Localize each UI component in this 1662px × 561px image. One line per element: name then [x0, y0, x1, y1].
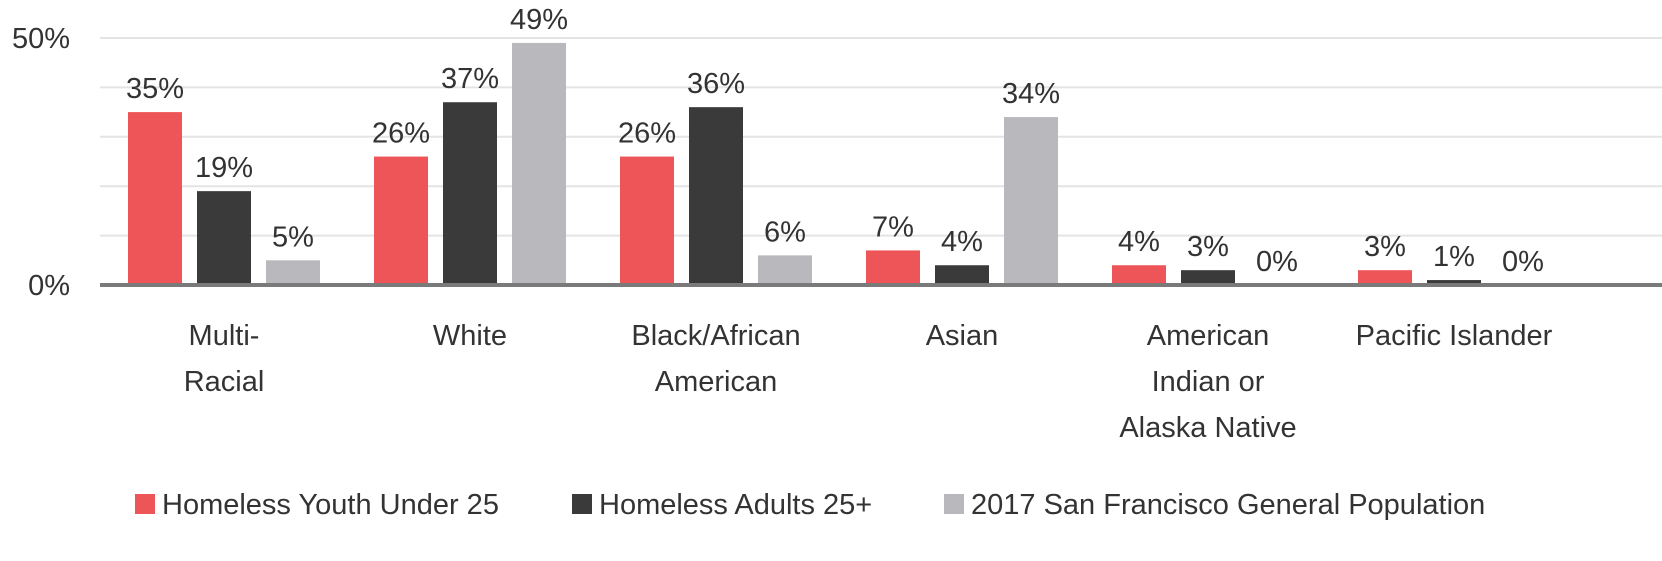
legend-swatch [135, 494, 155, 514]
axes: 50% 0% [12, 23, 1662, 302]
bar [935, 265, 989, 285]
legend-swatch [944, 494, 964, 514]
bar [197, 191, 251, 285]
category-label: White [433, 320, 507, 352]
category-labels: Multi- Racial White Black/African American As… [184, 320, 1553, 444]
data-label: 35% [126, 73, 184, 105]
legend-swatch [572, 494, 592, 514]
category-label: American [655, 366, 778, 398]
category-label: Asian [926, 320, 999, 352]
data-label: 19% [195, 152, 253, 184]
data-label: 6% [764, 216, 806, 248]
legend-label: 2017 San Francisco General Population [971, 489, 1485, 521]
category-label: Alaska Native [1119, 412, 1296, 444]
bar [866, 250, 920, 285]
y-tick-label: 50% [12, 23, 70, 55]
data-label: 0% [1256, 246, 1298, 278]
category-label: Multi- [189, 320, 260, 352]
bar [374, 157, 428, 285]
data-label: 1% [1433, 241, 1475, 273]
legend-label: Homeless Youth Under 25 [162, 489, 499, 521]
data-label: 49% [510, 4, 568, 36]
bar [443, 102, 497, 285]
data-labels: 35% 26% 26% 7% 4% 3% 19% 37% 36% 4% 3% 1% 5% 49% 6% 34%… [126, 4, 1544, 278]
bar [512, 43, 566, 285]
category-label: Pacific Islander [1356, 320, 1553, 352]
data-label: 3% [1364, 231, 1406, 263]
data-label: 36% [687, 68, 745, 100]
bar [1181, 270, 1235, 285]
data-label: 5% [272, 221, 314, 253]
data-label: 4% [941, 226, 983, 258]
bar [620, 157, 674, 285]
legend: Homeless Youth Under 25 Homeless Adults 2… [135, 489, 1485, 521]
bar [1358, 270, 1412, 285]
data-label: 4% [1118, 226, 1160, 258]
bar [266, 260, 320, 285]
data-label: 7% [872, 211, 914, 243]
category-label: Black/African [631, 320, 800, 352]
bar [1004, 117, 1058, 285]
data-label: 37% [441, 63, 499, 95]
data-label: 3% [1187, 231, 1229, 263]
bar [128, 112, 182, 285]
bar [1112, 265, 1166, 285]
gridlines [100, 38, 1662, 236]
category-label: American [1147, 320, 1270, 352]
category-label: Racial [184, 366, 265, 398]
category-label: Indian or [1152, 366, 1265, 398]
legend-label: Homeless Adults 25+ [599, 489, 872, 521]
data-label: 34% [1002, 78, 1060, 110]
data-label: 26% [372, 118, 430, 150]
data-label: 0% [1502, 246, 1544, 278]
bar [689, 107, 743, 285]
bar [758, 255, 812, 285]
y-tick-label: 0% [28, 270, 70, 302]
data-label: 26% [618, 118, 676, 150]
